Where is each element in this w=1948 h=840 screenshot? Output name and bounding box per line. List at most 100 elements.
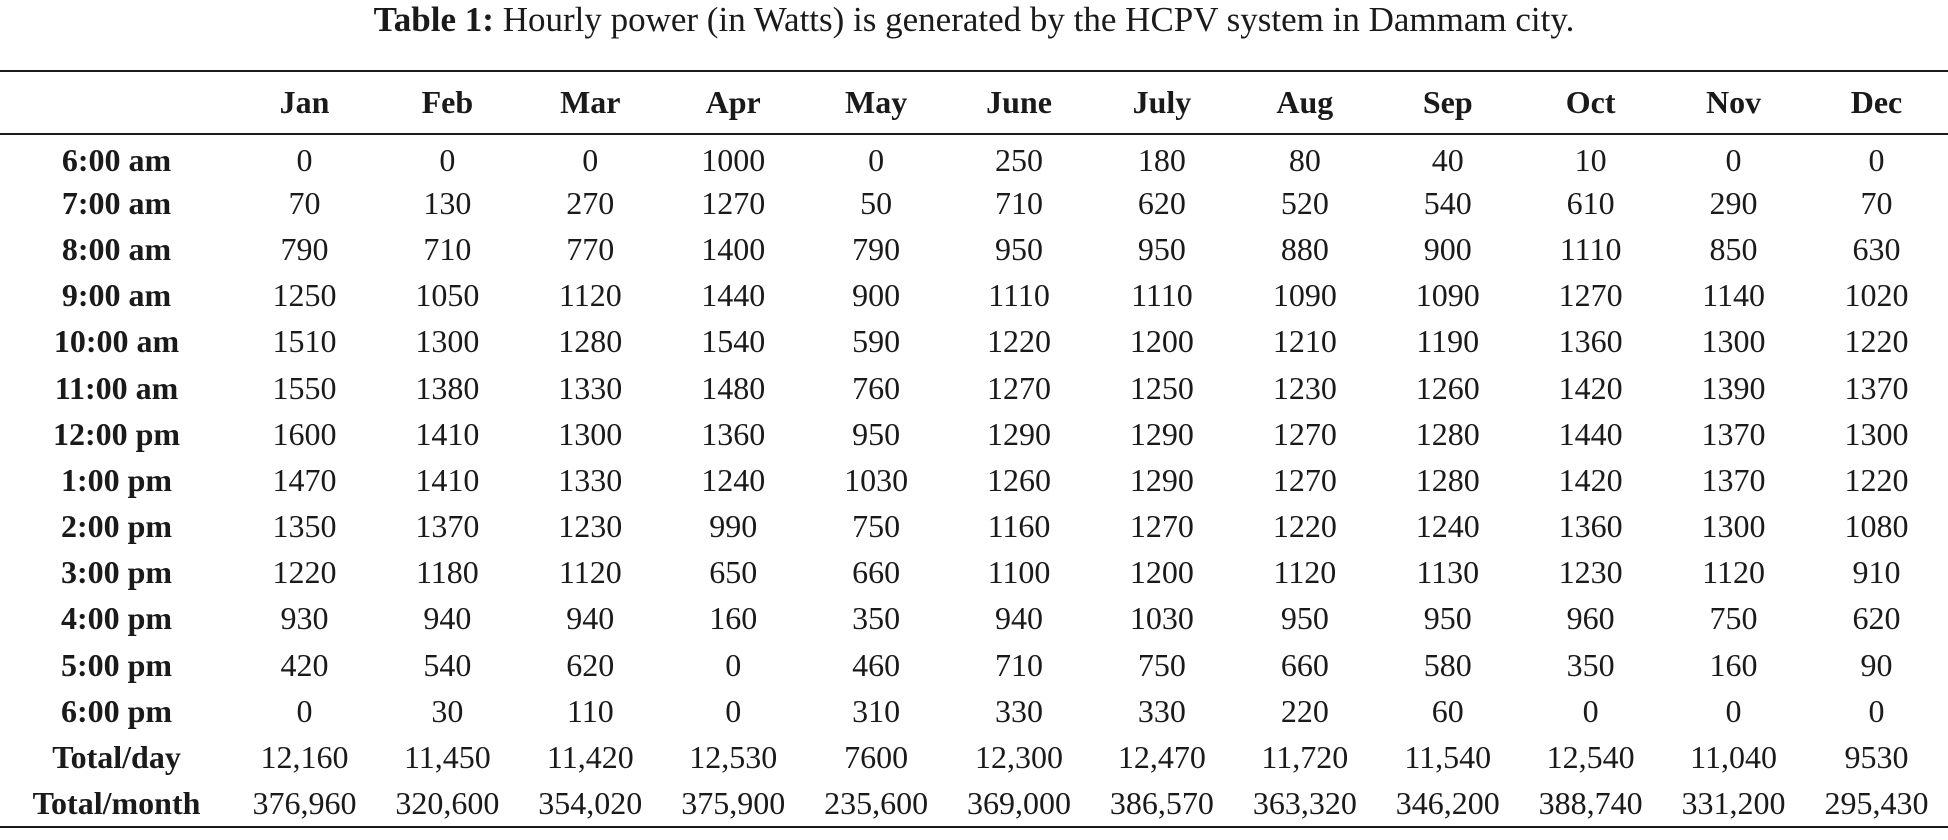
- table-caption: Table 1: Hourly power (in Watts) is gene…: [0, 0, 1948, 40]
- table-cell: 1300: [558, 415, 623, 452]
- table-cell: 1110: [1559, 230, 1622, 267]
- table-cell: 90: [1860, 646, 1893, 683]
- table-cell: 900: [852, 277, 901, 314]
- table-cell: 12,530: [689, 739, 778, 776]
- table-cell: 220: [1280, 692, 1329, 729]
- table-cell: 1420: [1558, 369, 1623, 406]
- table-cell: 376,960: [233, 780, 376, 828]
- table-cell: 1270: [1272, 415, 1337, 452]
- table-cell: 1120: [1702, 554, 1765, 591]
- table-cell: 1280: [1415, 415, 1480, 452]
- table-cell: 1410: [415, 461, 480, 498]
- table-cell: 1190: [1416, 323, 1480, 360]
- table-cell: 950: [1423, 600, 1472, 637]
- column-header: Apr: [661, 70, 805, 135]
- table-cell: 950: [995, 230, 1044, 267]
- table-row: 6:00 am 0 0 0 1000 0 250 180 80 40 10 0 0: [0, 134, 1948, 180]
- table-cell: 620: [1852, 600, 1901, 637]
- table-cell: 770: [566, 230, 615, 267]
- table-cell: 1250: [1129, 369, 1194, 406]
- column-header: Dec: [1805, 70, 1948, 135]
- table-cell: 1330: [558, 369, 623, 406]
- table-cell: 0: [296, 692, 313, 729]
- table-cell: 1370: [415, 508, 480, 545]
- column-header: Jan: [233, 70, 376, 135]
- table-row: 11:00 am 1550 1380 1330 1480 760 1270 1250 1230 1…: [0, 365, 1948, 411]
- table-cell: 11,040: [1690, 739, 1777, 776]
- table-cell: 1250: [272, 277, 337, 314]
- table-cell: 1230: [1272, 369, 1337, 406]
- table-cell: 950: [1137, 230, 1186, 267]
- table-cell: 1110: [1131, 277, 1193, 314]
- table-cell: 320,600: [375, 780, 519, 828]
- table-cell: 1220: [272, 554, 337, 591]
- table-cell: 850: [1709, 230, 1758, 267]
- table-cell: 70: [1860, 184, 1893, 221]
- table-cell: 1540: [701, 323, 766, 360]
- table-cell: 0: [1582, 692, 1599, 729]
- table-row: 4:00 pm 930 940 940 160 350 940 1030 950 950 960 75…: [0, 596, 1948, 642]
- row-label: 4:00 pm: [60, 600, 173, 637]
- table-cell: 1350: [272, 508, 337, 545]
- table-cell: 1410: [415, 415, 480, 452]
- table-cell: 1280: [1415, 461, 1480, 498]
- table-cell: 12,300: [975, 739, 1064, 776]
- table-cell: 1270: [1558, 277, 1623, 314]
- table-cell: 0: [582, 142, 599, 179]
- table-cell: 620: [566, 646, 615, 683]
- table-cell: 950: [1280, 600, 1329, 637]
- table-cell: 330: [995, 692, 1044, 729]
- table-cell: 990: [709, 508, 758, 545]
- table-cell: 12,160: [260, 739, 349, 776]
- table-cell: 1330: [558, 461, 623, 498]
- table-cell: 1260: [987, 461, 1052, 498]
- table-cell: 160: [709, 600, 758, 637]
- table-cell: 460: [852, 646, 901, 683]
- column-header: Sep: [1376, 70, 1520, 135]
- row-label: 5:00 pm: [60, 646, 173, 683]
- table-cell: 310: [852, 692, 901, 729]
- table-cell: 1360: [701, 415, 766, 452]
- table-cell: 1470: [272, 461, 337, 498]
- table-cell: 710: [995, 184, 1044, 221]
- table-cell: 1260: [1415, 369, 1480, 406]
- table-cell: 1440: [701, 277, 766, 314]
- table-cell: 331,200: [1662, 780, 1805, 828]
- row-label: 11:00 am: [54, 369, 179, 406]
- row-label: 8:00 am: [61, 230, 172, 267]
- column-header: Feb: [375, 70, 519, 135]
- column-header: Oct: [1519, 70, 1663, 135]
- table-cell: 940: [423, 600, 472, 637]
- table-cell: 520: [1280, 184, 1329, 221]
- table-cell: 1050: [415, 277, 480, 314]
- table-cell: 1270: [1129, 508, 1194, 545]
- table-cell: 880: [1280, 230, 1329, 267]
- table-cell: 386,570: [1090, 780, 1234, 828]
- table-cell: 354,020: [518, 780, 662, 828]
- table-row: 1:00 pm 1470 1410 1330 1240 1030 1260 1290 1270 1…: [0, 457, 1948, 503]
- table-cell: 388,740: [1519, 780, 1663, 828]
- table-row: 7:00 am 70 130 270 1270 50 710 620 520 540 610 290 7…: [0, 180, 1948, 226]
- table-cell: 1390: [1701, 369, 1766, 406]
- table-cell: 7600: [844, 739, 909, 776]
- column-header: Aug: [1233, 70, 1377, 135]
- table-cell: 11,420: [546, 739, 634, 776]
- table-cell: 1360: [1558, 323, 1623, 360]
- table-cell: 1370: [1844, 369, 1909, 406]
- table-cell: 250: [995, 142, 1044, 179]
- table-cell: 1030: [1129, 600, 1194, 637]
- power-table: Jan Feb Mar Apr May June July Aug Sep Oct Nov Dec 6…: [0, 70, 1948, 828]
- table-cell: 0: [296, 142, 313, 179]
- table-cell: 960: [1566, 600, 1615, 637]
- table-cell: 290: [1709, 184, 1758, 221]
- table-cell: 10: [1574, 142, 1607, 179]
- table-cell: 1180: [415, 554, 479, 591]
- table-cell: 1220: [1844, 461, 1909, 498]
- table-cell: 1300: [415, 323, 480, 360]
- table-cell: 0: [868, 142, 885, 179]
- table-cell: 0: [1868, 142, 1885, 179]
- table-cell: 660: [1280, 646, 1329, 683]
- table-cell: 940: [566, 600, 615, 637]
- table-cell: 1220: [987, 323, 1052, 360]
- table-cell: 1120: [558, 554, 622, 591]
